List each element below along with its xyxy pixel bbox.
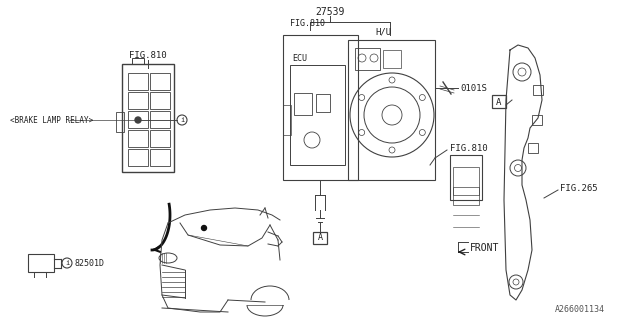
Bar (128, 149, 148, 166)
Bar (348, 40, 435, 180)
Text: <BRAKE LAMP RELAY>: <BRAKE LAMP RELAY> (10, 116, 93, 124)
Text: i: i (65, 260, 69, 266)
Bar (450, 155, 482, 200)
Circle shape (135, 117, 141, 123)
Bar (316, 94, 330, 112)
Text: FIG.265: FIG.265 (560, 183, 598, 193)
Text: FIG.810: FIG.810 (450, 143, 488, 153)
Bar (150, 130, 170, 147)
Text: ECU: ECU (292, 53, 307, 62)
Text: A: A (496, 98, 502, 107)
Bar (28, 254, 54, 272)
Bar (532, 115, 542, 125)
Bar (453, 187, 479, 195)
Bar (150, 73, 170, 90)
Text: A266001134: A266001134 (555, 306, 605, 315)
Bar (283, 105, 291, 135)
Bar (283, 35, 358, 180)
Bar (528, 143, 538, 153)
Text: FIG.810: FIG.810 (129, 51, 167, 60)
Bar (294, 93, 312, 115)
Bar (116, 112, 124, 132)
Text: 0101S: 0101S (460, 84, 487, 92)
Text: FRONT: FRONT (470, 243, 499, 253)
Bar (128, 92, 148, 109)
Bar (132, 58, 144, 64)
Bar (128, 111, 148, 128)
Bar (492, 95, 506, 108)
Bar (150, 111, 170, 128)
Bar (533, 85, 543, 95)
Bar (355, 48, 380, 70)
Text: 82501D: 82501D (74, 259, 104, 268)
Bar (313, 232, 327, 244)
Bar (122, 64, 174, 172)
Bar (290, 65, 345, 165)
Bar (150, 149, 170, 166)
Bar (150, 92, 170, 109)
Text: H/U: H/U (375, 28, 391, 36)
Bar (128, 130, 148, 147)
Text: i: i (180, 117, 184, 123)
Text: FIG.810: FIG.810 (290, 19, 325, 28)
Bar (453, 167, 479, 205)
Text: 27539: 27539 (316, 7, 345, 17)
Bar (383, 50, 401, 68)
Circle shape (202, 226, 207, 230)
Text: A: A (317, 234, 323, 243)
Bar (128, 73, 148, 90)
